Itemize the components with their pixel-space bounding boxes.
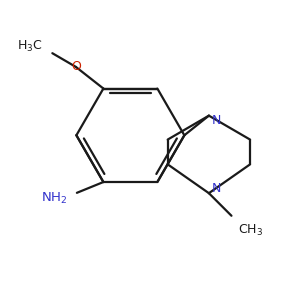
- Text: N: N: [212, 182, 221, 195]
- Text: NH$_2$: NH$_2$: [41, 191, 67, 206]
- Text: O: O: [71, 60, 81, 74]
- Text: N: N: [212, 114, 221, 127]
- Text: H$_3$C: H$_3$C: [17, 39, 43, 54]
- Text: CH$_3$: CH$_3$: [238, 223, 263, 238]
